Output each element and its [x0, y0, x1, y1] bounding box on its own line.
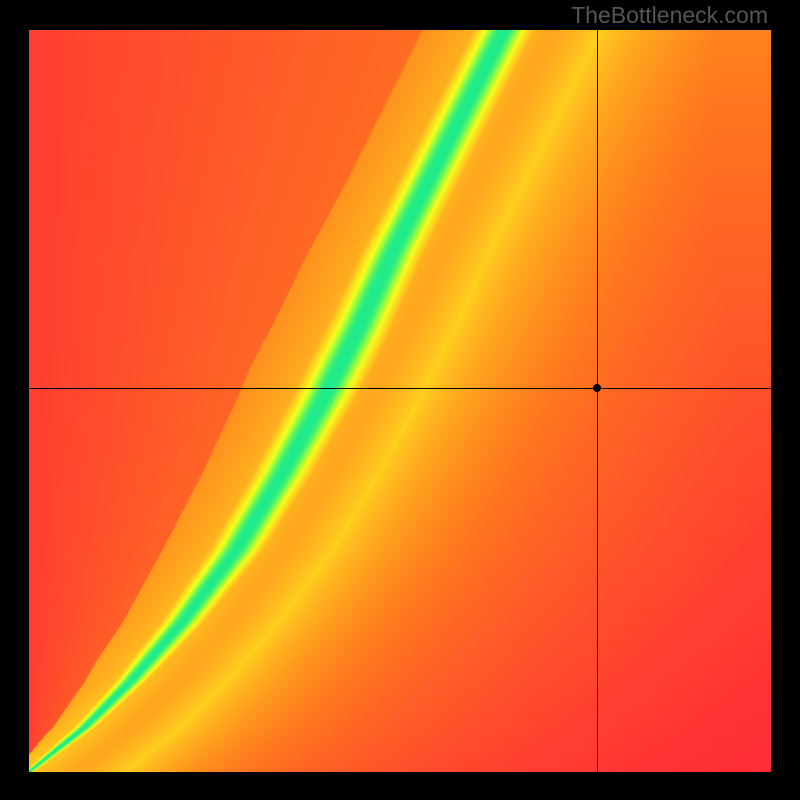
watermark-text: TheBottleneck.com — [571, 2, 768, 29]
heatmap-canvas — [29, 30, 771, 772]
crosshair-horizontal — [29, 388, 771, 389]
crosshair-vertical — [597, 30, 598, 772]
crosshair-marker — [593, 384, 601, 392]
plot-area — [29, 30, 771, 772]
outer-frame: TheBottleneck.com — [0, 0, 800, 800]
